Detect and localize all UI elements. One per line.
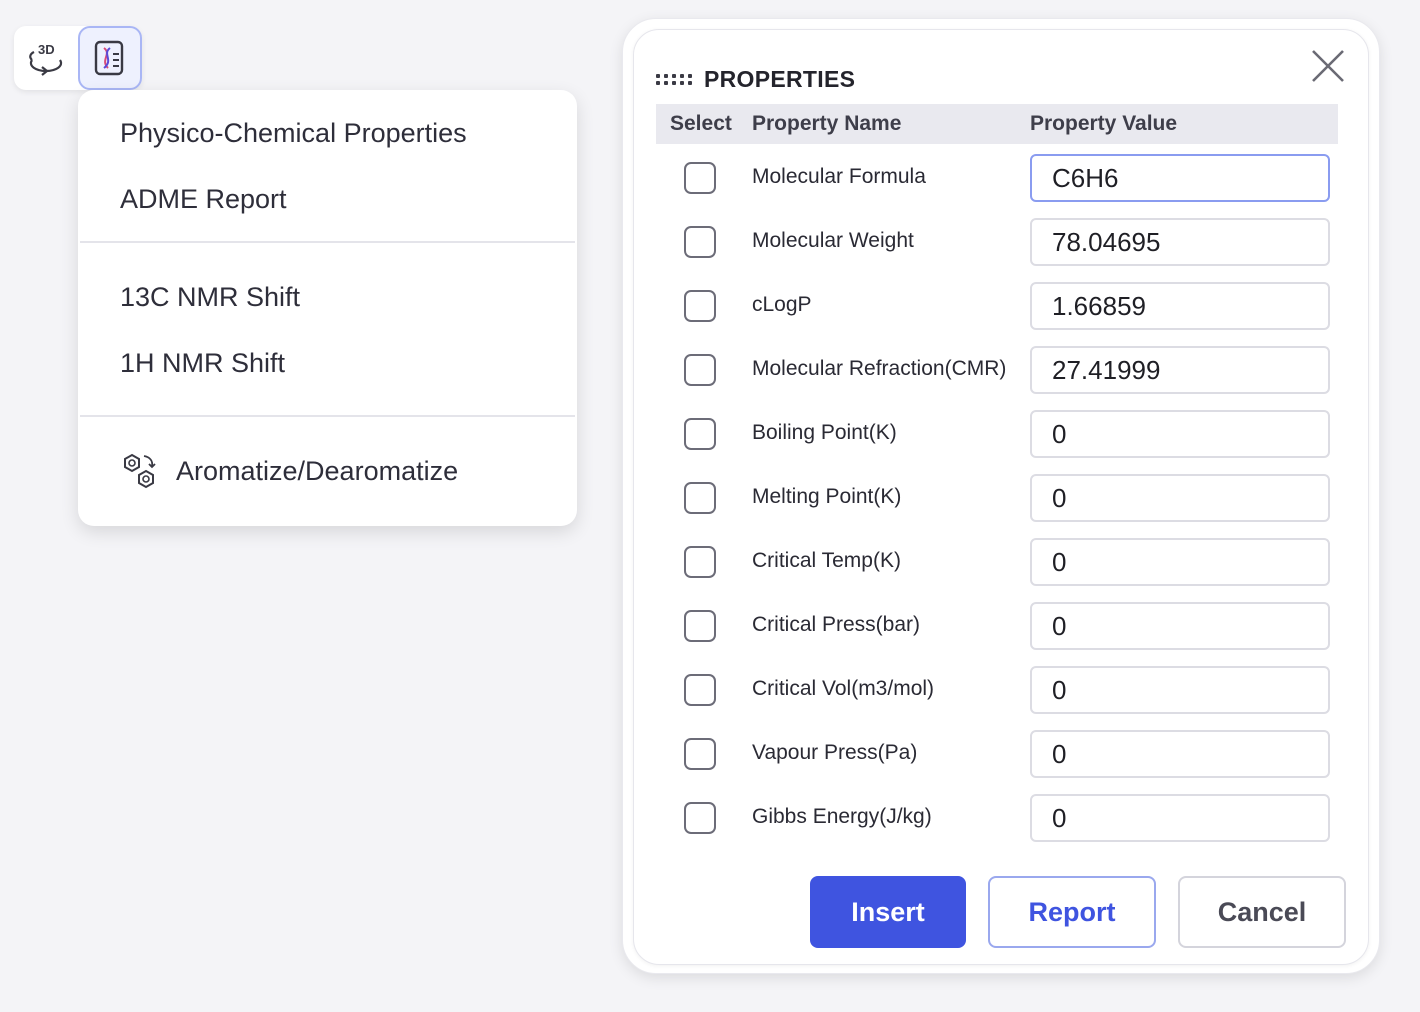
select-checkbox[interactable]	[684, 610, 716, 642]
toolbar: 3D	[14, 26, 142, 90]
property-value-input[interactable]	[1030, 346, 1330, 394]
table-row: Vapour Press(Pa)	[656, 730, 1338, 778]
properties-table-header: Select Property Name Property Value	[656, 104, 1338, 144]
aromatize-icon	[124, 453, 156, 489]
property-name: Vapour Press(Pa)	[752, 741, 918, 764]
report-button[interactable]: Report	[988, 876, 1156, 948]
table-row: Melting Point(K)	[656, 474, 1338, 522]
property-name: Molecular Weight	[752, 229, 914, 252]
drag-handle-icon[interactable]	[656, 74, 692, 85]
properties-dialog: PROPERTIES Select Property Name Property…	[622, 18, 1380, 974]
select-checkbox[interactable]	[684, 546, 716, 578]
menu-divider	[80, 415, 575, 417]
property-value-input[interactable]	[1030, 218, 1330, 266]
property-name: Critical Press(bar)	[752, 613, 921, 636]
property-name: Gibbs Energy(J/kg)	[752, 805, 932, 828]
table-row: Molecular Formula	[656, 154, 1338, 202]
property-value-input[interactable]	[1030, 538, 1330, 586]
3d-rotate-icon: 3D	[29, 42, 63, 76]
dna-report-button[interactable]	[78, 26, 142, 90]
table-row: Gibbs Energy(J/kg)	[656, 794, 1338, 842]
svg-text:3D: 3D	[38, 42, 55, 57]
select-checkbox[interactable]	[684, 674, 716, 706]
column-header-select: Select	[670, 112, 732, 135]
menu-item-adme-report[interactable]: ADME Report	[120, 184, 287, 214]
property-value-input[interactable]	[1030, 602, 1330, 650]
menu-item-13c-nmr[interactable]: 13C NMR Shift	[120, 282, 301, 312]
table-row: Molecular Weight	[656, 218, 1338, 266]
insert-button[interactable]: Insert	[810, 876, 966, 948]
properties-dialog-body: PROPERTIES Select Property Name Property…	[633, 29, 1369, 965]
menu-item-aromatize-label: Aromatize/Dearomatize	[176, 455, 459, 486]
column-header-value: Property Value	[1030, 112, 1178, 135]
property-value-input[interactable]	[1030, 666, 1330, 714]
property-name: Molecular Refraction(CMR)	[752, 357, 1007, 380]
table-row: Boiling Point(K)	[656, 410, 1338, 458]
property-name: Boiling Point(K)	[752, 421, 897, 444]
property-name: cLogP	[752, 293, 812, 316]
property-name: Melting Point(K)	[752, 485, 902, 508]
property-value-input[interactable]	[1030, 794, 1330, 842]
table-row: Critical Vol(m3/mol)	[656, 666, 1338, 714]
select-checkbox[interactable]	[684, 482, 716, 514]
property-value-input[interactable]	[1030, 410, 1330, 458]
property-value-input[interactable]	[1030, 730, 1330, 778]
select-checkbox[interactable]	[684, 162, 716, 194]
select-checkbox[interactable]	[684, 802, 716, 834]
property-value-input[interactable]	[1030, 282, 1330, 330]
property-value-input[interactable]	[1030, 154, 1330, 202]
select-checkbox[interactable]	[684, 226, 716, 258]
dialog-title: PROPERTIES	[704, 66, 856, 92]
menu-item-physico-chemical[interactable]: Physico-Chemical Properties	[120, 118, 467, 148]
menu-divider	[80, 241, 575, 243]
select-checkbox[interactable]	[684, 354, 716, 386]
dna-report-icon	[94, 40, 124, 76]
column-header-name: Property Name	[752, 112, 902, 135]
menu-item-1h-nmr[interactable]: 1H NMR Shift	[120, 348, 286, 378]
cancel-button[interactable]: Cancel	[1178, 876, 1346, 948]
property-value-input[interactable]	[1030, 474, 1330, 522]
select-checkbox[interactable]	[684, 290, 716, 322]
table-row: Molecular Refraction(CMR)	[656, 346, 1338, 394]
table-row: Critical Temp(K)	[656, 538, 1338, 586]
property-name: Critical Vol(m3/mol)	[752, 677, 935, 700]
dialog-header: PROPERTIES	[656, 66, 855, 93]
select-checkbox[interactable]	[684, 738, 716, 770]
table-row: cLogP	[656, 282, 1338, 330]
close-icon[interactable]	[1308, 46, 1348, 86]
table-row: Critical Press(bar)	[656, 602, 1338, 650]
property-name: Critical Temp(K)	[752, 549, 901, 572]
tools-dropdown-menu: Physico-Chemical Properties ADME Report …	[78, 90, 577, 526]
property-name: Molecular Formula	[752, 165, 926, 188]
menu-item-aromatize[interactable]: Aromatize/Dearomatize	[120, 452, 458, 490]
3d-view-button[interactable]: 3D	[14, 26, 78, 90]
select-checkbox[interactable]	[684, 418, 716, 450]
